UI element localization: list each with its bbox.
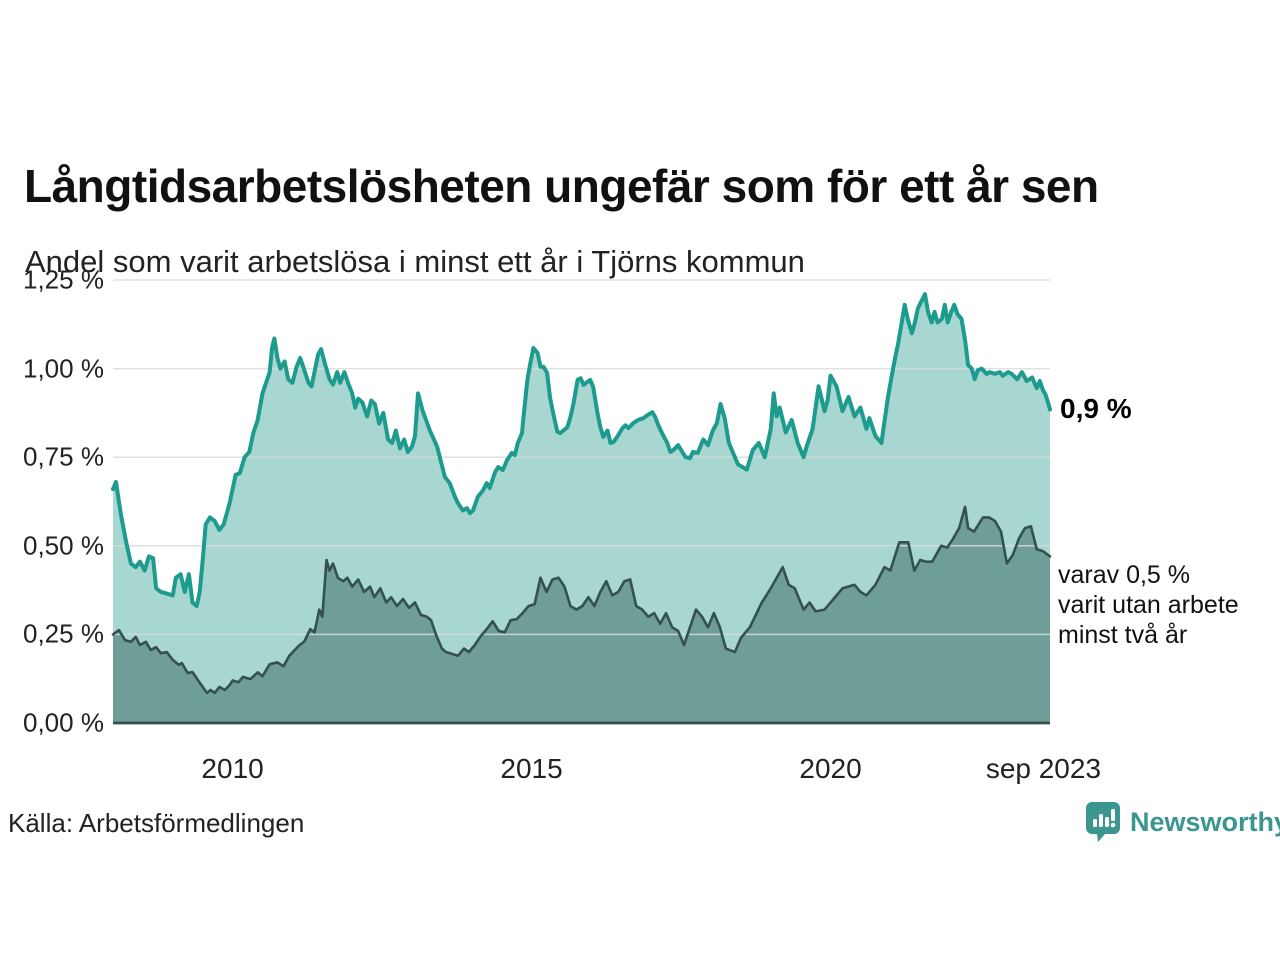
- x-tick-label: sep 2023: [985, 753, 1102, 784]
- secondary-area-fill: [113, 506, 1050, 723]
- y-tick-label: 0,50 %: [23, 530, 104, 561]
- y-tick-label: 1,00 %: [23, 353, 104, 384]
- x-tick-label: 2010: [201, 753, 264, 784]
- annotation-line: varit utan arbete: [1058, 591, 1239, 619]
- y-tick-label: 1,25 %: [23, 264, 104, 295]
- y-tick-label: 0,00 %: [23, 707, 104, 738]
- y-tick-label: 0,25 %: [23, 618, 104, 649]
- page-title: Långtidsarbetslösheten ungefär som för e…: [24, 159, 1099, 212]
- x-tick-label: 2020: [799, 753, 862, 784]
- newsworthy-logo: Newsworthy: [1086, 802, 1280, 842]
- latest-value-label: 0,9 %: [1060, 393, 1132, 424]
- source-credit: Källa: Arbetsförmedlingen: [8, 808, 305, 838]
- y-tick-label: 0,75 %: [23, 441, 104, 472]
- primary-series-line: [111, 292, 1052, 608]
- secondary-series-line: [111, 505, 1052, 695]
- newsworthy-pin-barchart-icon: [1086, 802, 1120, 842]
- chart-subtitle: Andel som varit arbetslösa i minst ett å…: [25, 244, 805, 279]
- newsworthy-wordmark: Newsworthy: [1130, 806, 1280, 837]
- x-tick-label: 2015: [500, 753, 563, 784]
- area-chart: 1,25 % 1,00 % 0,75 % 0,50 % 0,25 % 0,00 % 201…: [23, 264, 1239, 785]
- annotation-line: minst två år: [1058, 621, 1188, 649]
- annotation-line: varav 0,5 %: [1058, 561, 1191, 589]
- chart-plot-area: [111, 279, 1052, 725]
- secondary-series-annotation: varav 0,5 % varit utan arbete minst två …: [1058, 560, 1239, 650]
